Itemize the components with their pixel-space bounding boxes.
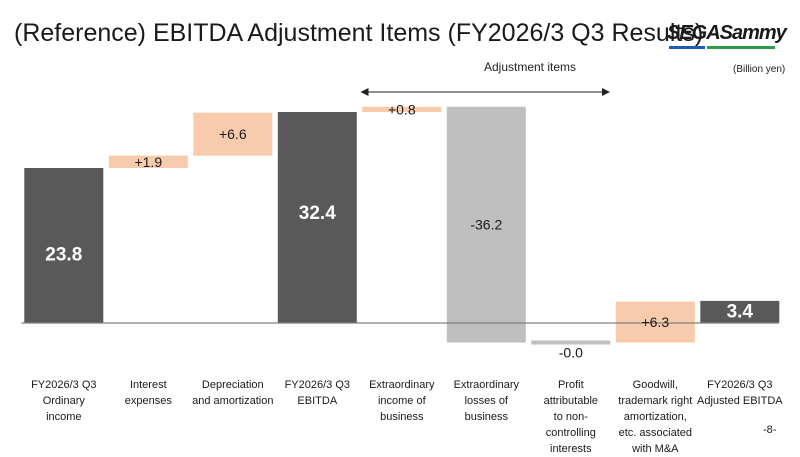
adjustment-items-label: Adjustment items — [483, 60, 577, 74]
unit-label: (Billion yen) — [733, 64, 786, 75]
page-number: -8- — [763, 424, 777, 436]
sega-sammy-logo: SEGASammy — [667, 22, 787, 49]
page-title: (Reference) EBITDA Adjustment Items (FY2… — [14, 19, 704, 47]
category-label-6: Extraordinary losses of business — [453, 379, 519, 423]
value-label-4: 32.4 — [299, 203, 336, 224]
value-label-8: +6.3 — [641, 314, 669, 330]
value-label-9: 3.4 — [727, 301, 754, 322]
category-label-5: Extraordinary income of business — [369, 379, 435, 423]
category-label-4: FY2026/3 Q3 EBITDA — [284, 379, 351, 407]
bar-9-total — [700, 300, 780, 323]
category-label-3: Depreciation and amortization — [192, 379, 274, 407]
value-label-2: +1.9 — [134, 154, 162, 170]
value-label-5: +0.8 — [388, 101, 416, 117]
logo-underline-blue — [669, 46, 705, 49]
value-label-3: +6.6 — [219, 126, 247, 142]
logo-text: SEGASammy — [667, 22, 787, 44]
category-label-9: FY2026/3 Q3 Adjusted EBITDA — [697, 379, 783, 407]
bar-7-decrease — [531, 340, 611, 345]
logo-underline-green — [707, 46, 775, 49]
bar-6-decrease — [446, 106, 526, 343]
value-label-1: 23.8 — [45, 244, 82, 265]
category-label-1: FY2026/3 Q3 Ordinary income — [31, 379, 97, 423]
category-label-8: Goodwill, trademark right amortization, etc… — [618, 379, 693, 455]
bar-3-increase — [193, 112, 273, 156]
category-label-7: Profit attributable to non-controlling inte… — [543, 379, 599, 455]
value-label-6: -36.2 — [470, 217, 502, 233]
value-label-7: -0.0 — [559, 345, 583, 361]
bar-1-total — [24, 168, 104, 323]
bar-2-increase — [108, 155, 188, 168]
bar-8-increase — [615, 301, 695, 343]
category-label-2: Interest expenses — [124, 379, 172, 407]
bar-4-total — [277, 112, 357, 323]
bar-5-increase — [362, 106, 442, 112]
